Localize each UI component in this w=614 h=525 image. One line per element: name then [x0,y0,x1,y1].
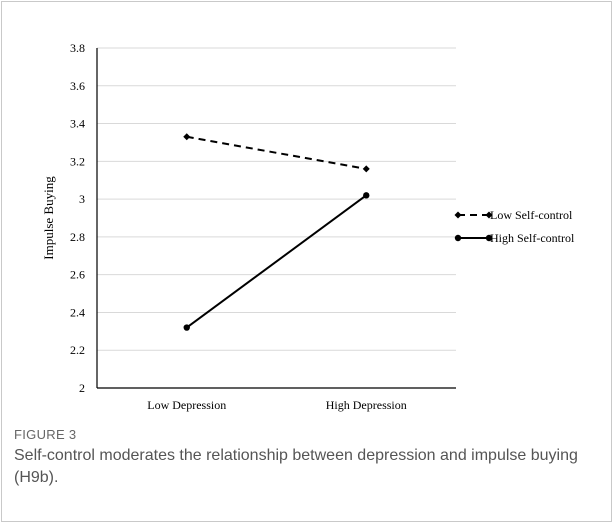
legend-label-0: Low Self-control [490,208,573,222]
data-point-0-1 [362,165,370,173]
series-group [183,133,370,331]
y-tick-label-0: 2 [79,381,85,395]
y-tick-label-2: 2.4 [70,305,85,319]
series-0 [183,133,370,173]
legend-item-0: Low Self-control [454,208,573,222]
series-line-1 [186,194,367,329]
y-tick-label-8: 3.6 [70,79,85,93]
legend-item-1: High Self-control [454,231,575,245]
y-tick-label-4: 2.8 [70,230,85,244]
data-point-1-0 [183,324,190,331]
data-point-1-1 [363,192,370,199]
y-axis-title: Impulse Buying [41,176,56,260]
y-tick-label-7: 3.4 [70,117,85,131]
x-tick-labels: Low Depression High Depression [147,398,406,412]
y-tick-label-3: 2.6 [70,268,85,282]
x-tick-label-1: High Depression [326,398,407,412]
data-point-0-0 [183,133,191,141]
legend-marker-start-1 [454,234,462,242]
series-line-0 [186,135,367,170]
figure-label: FIGURE 3 [14,427,77,442]
legend-marker-end-0 [485,211,493,219]
y-tick-label-9: 3.8 [70,41,85,55]
x-tick-label-0: Low Depression [147,398,226,412]
y-tick-labels: 2 2.2 2.4 2.6 2.8 3 3.2 3.4 3.6 3.8 [70,41,85,395]
gridlines [97,47,456,351]
line-chart: 2 2.2 2.4 2.6 2.8 3 3.2 3.4 3.6 3.8 Low Depressio… [41,41,575,412]
figure-caption: Self-control moderates the relationship … [14,447,578,486]
legend-marker-start-0 [454,211,462,219]
y-tick-label-6: 3.2 [70,154,85,168]
y-tick-label-1: 2.2 [70,343,85,357]
legend-label-1: High Self-control [490,231,575,245]
y-tick-label-5: 3 [79,192,85,206]
legend-marker-end-1 [485,234,493,242]
legend: Low Self-control High Self-control [454,208,575,245]
series-1 [183,192,370,331]
axes [96,48,456,389]
